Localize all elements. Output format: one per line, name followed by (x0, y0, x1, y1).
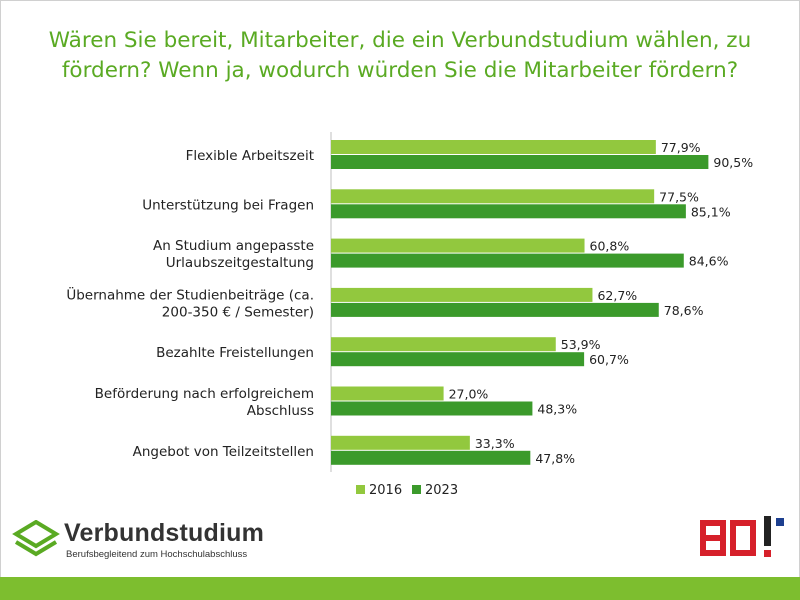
bar-2016 (331, 435, 470, 450)
bar-2023 (331, 155, 709, 169)
legend-entry: 2016 (369, 483, 402, 498)
category-label: Unterstützung bei Fragen (142, 197, 314, 213)
data-label: 33,3% (475, 436, 515, 451)
data-label: 47,8% (535, 451, 575, 466)
diamond-stack-icon (12, 520, 60, 557)
bar-2016 (331, 140, 656, 154)
bar-2023 (331, 450, 531, 465)
bar-2016 (331, 238, 585, 253)
data-label: 48,3% (537, 402, 577, 417)
data-label: 27,0% (449, 387, 489, 402)
bottom-band (0, 577, 800, 600)
bar-2023 (331, 302, 659, 317)
chart-title: Wären Sie bereit, Mitarbeiter, die ein V… (48, 28, 752, 83)
data-label: 90,5% (713, 155, 753, 170)
data-label: 85,1% (691, 204, 731, 219)
category-label: An Studium angepasste Urlaubszeitgestaltu… (153, 238, 314, 271)
bar-2023 (331, 352, 585, 367)
data-label: 77,9% (661, 140, 701, 155)
bar-2016 (331, 287, 593, 302)
data-label: 78,6% (664, 303, 704, 318)
bar-2016 (331, 337, 556, 352)
bar-2023 (331, 253, 684, 268)
data-label: 77,5% (659, 189, 699, 204)
bo-logo-icon (700, 516, 784, 557)
legend-swatch-2023 (412, 485, 421, 494)
bar-2023 (331, 204, 686, 219)
legend-entry: 2023 (425, 483, 458, 498)
category-label: Übernahme der Studienbeiträge (ca. 200-35… (66, 285, 314, 320)
category-label: Beförderung nach erfolgreichem Abschluss (95, 386, 314, 419)
data-label: 84,6% (689, 254, 729, 269)
category-label: Angebot von Teilzeitstellen (133, 444, 314, 460)
data-label: 60,7% (589, 352, 629, 367)
legend-swatch-2016 (356, 485, 365, 494)
data-label: 53,9% (561, 337, 601, 352)
category-label: Flexible Arbeitszeit (186, 148, 314, 164)
bar-2016 (331, 189, 655, 204)
bar-2016 (331, 386, 444, 401)
bar-2023 (331, 401, 533, 416)
data-label: 62,7% (597, 288, 637, 303)
category-label: Bezahlte Freistellungen (156, 345, 314, 361)
data-label: 60,8% (590, 239, 630, 254)
logo-tagline: Berufsbegleitend zum Hochschulabschluss (66, 549, 248, 560)
logo-name: Verbundstudium (64, 519, 265, 547)
